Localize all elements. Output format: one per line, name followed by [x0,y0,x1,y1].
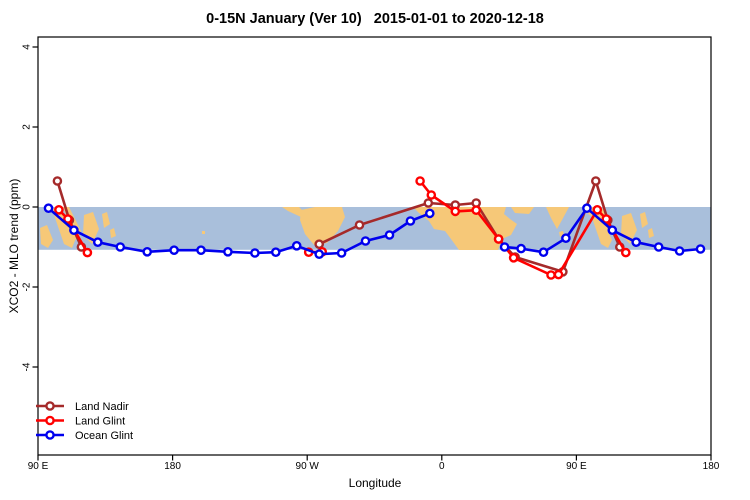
y-tick-label: -4 [22,362,33,371]
series-marker-land-glint [546,270,556,280]
legend-label: Land Glint [75,416,125,428]
series-marker-ocean-glint [142,246,152,257]
legend-marker-ocean-glint [45,430,55,440]
series-marker-ocean-glint [384,230,395,240]
legend-label: Ocean Glint [75,430,133,442]
legend-item-ocean-glint: Ocean Glint [36,430,133,442]
series-marker-land-nadir [423,198,434,208]
y-axis-label: XCO2 - MLO trend (ppm) [7,178,21,314]
x-tick-label: 0 [439,461,445,472]
series-marker-ocean-glint [499,242,510,252]
y-tick-label: 4 [22,44,33,50]
series-marker-ocean-glint [291,240,302,251]
series-marker-land-glint [415,176,425,186]
x-tick-label: 180 [703,461,720,472]
series-marker-land-glint [601,214,612,224]
series-marker-land-glint [621,247,631,258]
series-marker-land-glint [54,204,64,215]
series-marker-ocean-glint [653,242,664,252]
map-band-land [590,210,612,248]
series-marker-land-glint [592,204,603,215]
series-marker-ocean-glint [360,236,371,246]
series-marker-land-nadir [314,239,325,249]
series-marker-land-glint [471,205,482,215]
series-marker-ocean-glint [582,203,592,213]
x-tick-label: 180 [164,461,181,472]
series-marker-ocean-glint [516,243,526,254]
chart-title: 0-15N January (Ver 10) 2015-01-01 to 202… [206,11,544,27]
legend-item-land-nadir: Land Nadir [36,401,129,413]
series-marker-ocean-glint [424,208,435,219]
y-tick-label: 0 [22,204,33,210]
series-marker-ocean-glint [196,245,206,255]
map-band-land [648,228,654,238]
x-axis-ticks: 90 E 180 90 W 0 90 E 180 [28,455,720,472]
series-marker-land-nadir [354,220,365,230]
series-marker-ocean-glint [250,248,260,258]
map-band-land [300,207,345,245]
series-marker-ocean-glint [561,233,571,243]
series-marker-land-glint [508,252,519,263]
y-tick-label: 2 [22,124,33,130]
y-axis-ticks: 4 2 0 -2 -4 [22,44,38,371]
series-marker-ocean-glint [43,203,54,213]
series-marker-ocean-glint [270,247,281,257]
legend: Land Nadir Land Glint Ocean Glint [36,401,133,442]
series-marker-ocean-glint [314,249,325,259]
series-marker-land-glint [493,234,504,244]
series-marker-ocean-glint [405,216,416,226]
map-band-land [546,207,569,229]
map-band-land [640,212,648,228]
legend-label: Land Nadir [75,401,129,413]
series-marker-land-glint [63,214,73,224]
legend-item-land-glint: Land Glint [36,416,125,428]
series-marker-ocean-glint [674,246,685,256]
series-marker-ocean-glint [69,225,79,235]
y-tick-label: -2 [22,282,33,291]
x-tick-label: 90 E [28,461,49,472]
map-band-land [511,207,534,214]
series-marker-ocean-glint [631,237,642,247]
series-marker-ocean-glint [695,244,706,254]
map-band-land [102,212,110,228]
series-marker-land-glint [426,190,437,200]
series-layer [43,176,706,280]
series-marker-land-glint [450,206,461,217]
series-marker-ocean-glint [538,247,549,257]
map-band-land [202,231,205,234]
x-tick-label: 90 W [296,461,320,472]
series-marker-ocean-glint [115,242,126,252]
x-tick-label: 90 E [566,461,587,472]
series-marker-ocean-glint [93,237,103,247]
series-marker-ocean-glint [336,248,347,258]
series-marker-ocean-glint [607,225,618,235]
series-marker-land-glint [82,247,93,258]
axis-box [37,36,712,456]
series-marker-ocean-glint [223,246,233,257]
series-marker-land-nadir [591,176,601,186]
series-line-ocean-glint [503,206,702,254]
map-band-land [40,225,53,248]
legend-marker-land-glint [45,415,55,426]
map-band-land [282,207,306,217]
series-marker-land-nadir [52,176,63,186]
map-band-land [110,228,116,238]
x-axis-label: Longitude [348,476,402,490]
series-marker-ocean-glint [169,245,179,255]
map-band-land [413,207,517,250]
series-marker-land-glint [553,269,564,280]
legend-marker-land-nadir [45,401,55,411]
